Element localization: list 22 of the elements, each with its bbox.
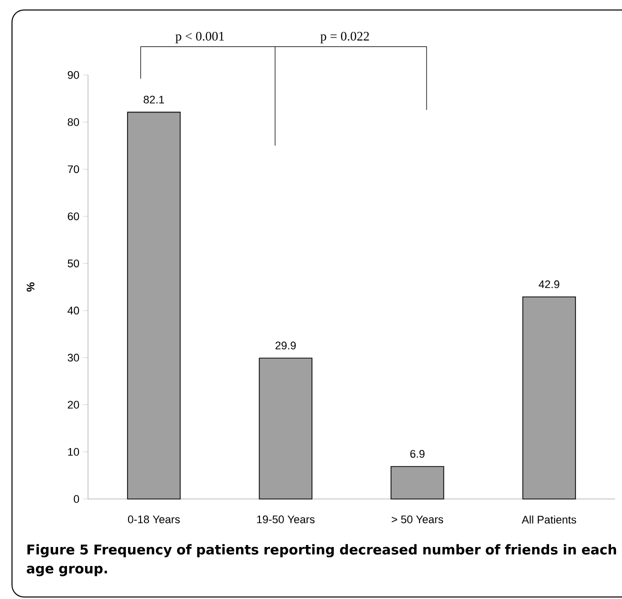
y-tick-label: 20 xyxy=(68,400,80,409)
x-tick-label: 19-50 Years xyxy=(257,516,315,524)
y-tick-label: 0 xyxy=(74,495,80,503)
y-tick-label: 10 xyxy=(68,448,80,456)
y-axis-title: % xyxy=(26,282,34,292)
y-tick-label: 50 xyxy=(68,260,80,268)
text: p < 0.001 xyxy=(176,32,224,44)
caption: Figure 5 Frequency of patients reporting decreased number of friends in each age group. xyxy=(26,544,616,576)
y-tick-label: 30 xyxy=(68,354,80,362)
x-tick-label: 0-18 Years xyxy=(128,516,180,524)
data-label: 42.9 xyxy=(538,280,560,288)
x-tick-label: > 50 Years xyxy=(392,516,444,524)
x-tick-label: All Patients xyxy=(522,516,576,524)
y-tick-label: 60 xyxy=(68,212,80,220)
y-tick-label: 90 xyxy=(68,71,80,79)
data-label: 29.9 xyxy=(276,342,296,350)
text: p = 0.022 xyxy=(320,32,369,44)
y-tick-label: 80 xyxy=(68,118,80,126)
data-label: 82.1 xyxy=(144,96,164,104)
data-label: 6.9 xyxy=(410,450,424,458)
y-tick-label: 40 xyxy=(68,306,80,314)
y-tick-label: 70 xyxy=(68,165,80,174)
